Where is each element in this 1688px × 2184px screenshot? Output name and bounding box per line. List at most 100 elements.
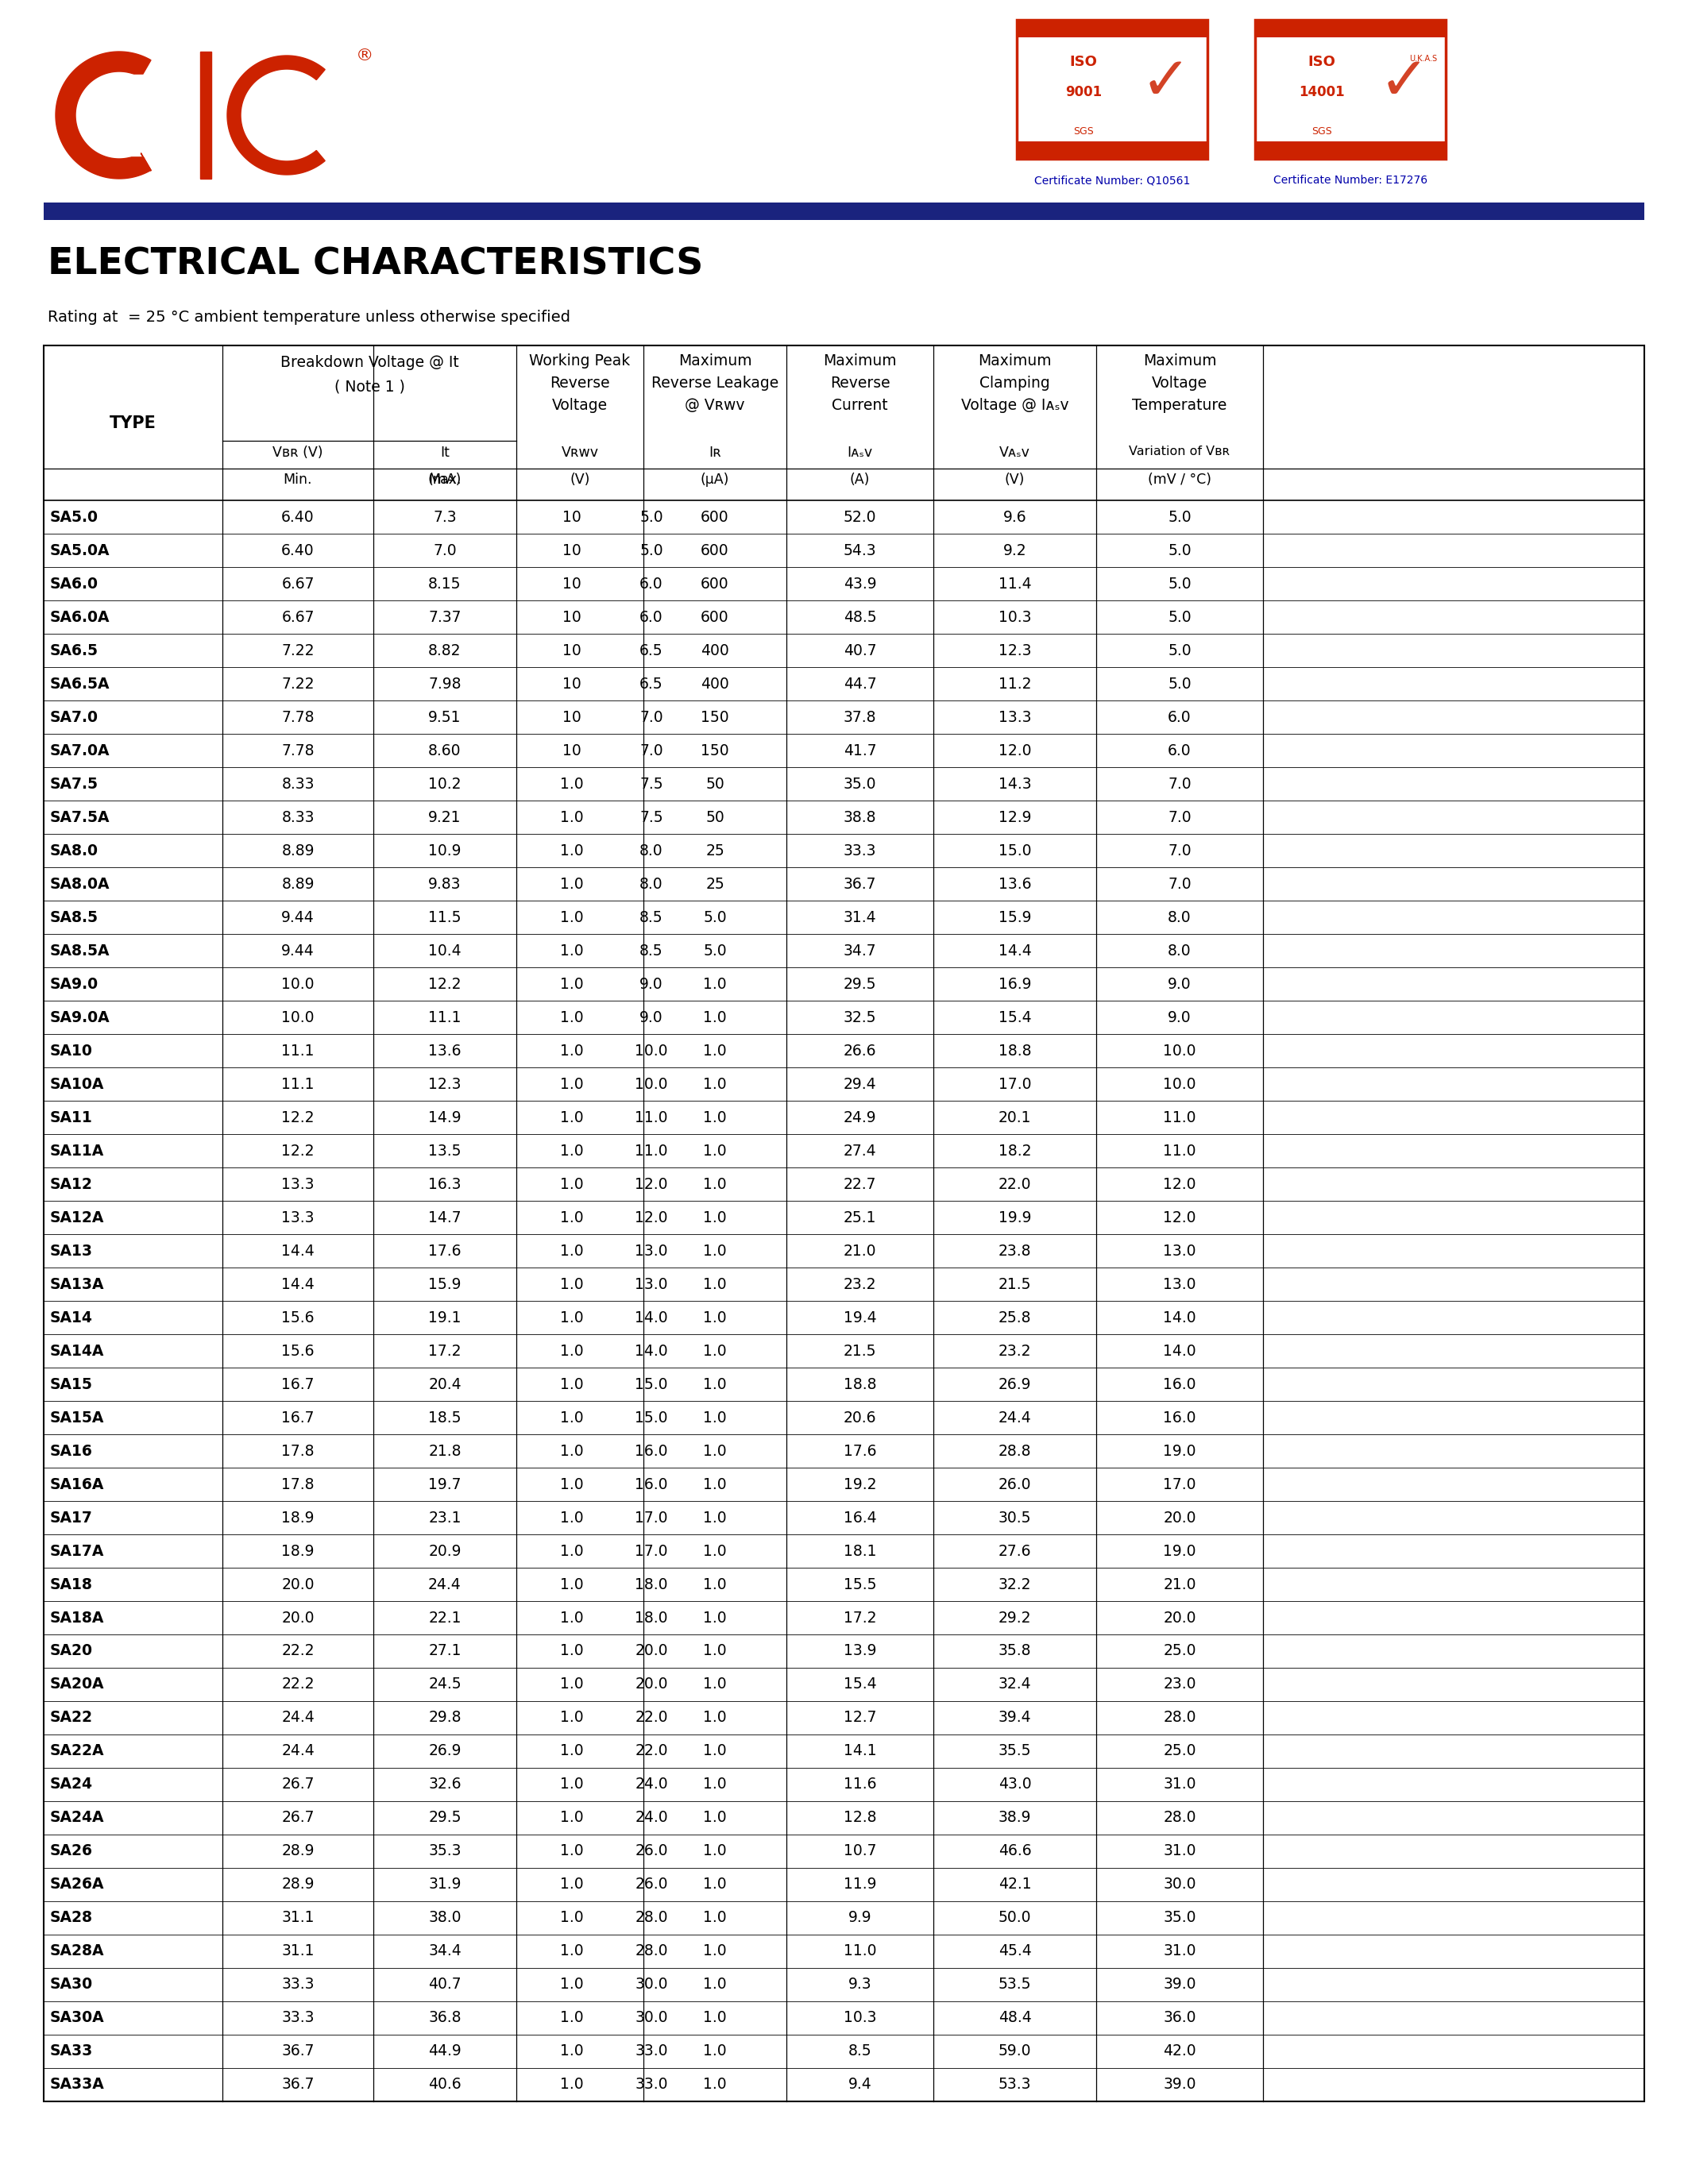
Text: 12.0: 12.0 (635, 1177, 668, 1192)
Text: 33.0: 33.0 (635, 2044, 668, 2060)
Text: 32.4: 32.4 (998, 1677, 1031, 1693)
Text: 9.0: 9.0 (640, 1009, 663, 1024)
Text: 40.7: 40.7 (429, 1977, 461, 1992)
Text: 10.0: 10.0 (1163, 1044, 1197, 1059)
Text: 10: 10 (562, 544, 581, 557)
Text: 8.0: 8.0 (1168, 943, 1192, 959)
Text: 40.7: 40.7 (844, 642, 876, 657)
Text: 13.0: 13.0 (1163, 1278, 1197, 1291)
Text: Variation of Vʙʀ: Variation of Vʙʀ (1129, 446, 1231, 456)
Text: 25.1: 25.1 (844, 1210, 876, 1225)
Text: 25: 25 (706, 843, 724, 858)
Text: 1.0: 1.0 (560, 1876, 584, 1891)
Text: 7.22: 7.22 (282, 642, 314, 657)
Text: 5.0: 5.0 (1168, 509, 1192, 524)
Text: 1.0: 1.0 (560, 2044, 584, 2060)
Text: 1.0: 1.0 (704, 1911, 726, 1926)
Text: 10: 10 (562, 609, 581, 625)
Text: 43.0: 43.0 (998, 1778, 1031, 1793)
Text: 26.9: 26.9 (998, 1376, 1031, 1391)
Text: 1.0: 1.0 (560, 843, 584, 858)
Text: 6.5: 6.5 (640, 642, 663, 657)
Text: 1.0: 1.0 (704, 1509, 726, 1524)
Text: 12.9: 12.9 (998, 810, 1031, 826)
Text: 28.8: 28.8 (998, 1444, 1031, 1459)
Text: 7.22: 7.22 (282, 677, 314, 692)
Text: 9.0: 9.0 (640, 976, 663, 992)
Text: 20.0: 20.0 (1163, 1509, 1197, 1524)
Text: 23.8: 23.8 (998, 1243, 1031, 1258)
Text: 13.9: 13.9 (844, 1645, 876, 1658)
Text: 12.2: 12.2 (429, 976, 461, 992)
Text: 1.0: 1.0 (560, 1210, 584, 1225)
Text: SA12A: SA12A (51, 1210, 105, 1225)
Text: 10.3: 10.3 (998, 609, 1031, 625)
Text: 53.5: 53.5 (998, 1977, 1031, 1992)
Text: 10: 10 (562, 642, 581, 657)
Text: 11.0: 11.0 (1163, 1109, 1197, 1125)
Text: 1.0: 1.0 (560, 1109, 584, 1125)
Text: SA22A: SA22A (51, 1743, 105, 1758)
Text: 1.0: 1.0 (560, 1411, 584, 1426)
Text: 19.0: 19.0 (1163, 1544, 1197, 1559)
Text: SA14: SA14 (51, 1310, 93, 1326)
Text: 10: 10 (562, 509, 581, 524)
Text: 1.0: 1.0 (704, 1944, 726, 1959)
Text: Maximum: Maximum (679, 354, 751, 369)
Text: 1.0: 1.0 (560, 1743, 584, 1758)
Text: 31.0: 31.0 (1163, 1843, 1197, 1859)
Text: SA10A: SA10A (51, 1077, 105, 1092)
Text: SA17A: SA17A (51, 1544, 105, 1559)
Text: 24.0: 24.0 (635, 1778, 668, 1793)
Text: SA20: SA20 (51, 1645, 93, 1658)
Text: 1.0: 1.0 (560, 1243, 584, 1258)
Text: 38.0: 38.0 (429, 1911, 461, 1926)
Text: 16.9: 16.9 (998, 976, 1031, 992)
Text: 10.0: 10.0 (282, 976, 314, 992)
Text: It: It (441, 446, 449, 461)
Text: 32.6: 32.6 (429, 1778, 461, 1793)
Text: 9.9: 9.9 (847, 1911, 871, 1926)
Text: 10: 10 (562, 710, 581, 725)
Text: 14.7: 14.7 (429, 1210, 461, 1225)
Text: 1.0: 1.0 (560, 810, 584, 826)
Text: 31.0: 31.0 (1163, 1778, 1197, 1793)
Text: 26.0: 26.0 (998, 1476, 1031, 1492)
Text: 19.4: 19.4 (844, 1310, 876, 1326)
Text: SA7.0: SA7.0 (51, 710, 98, 725)
Text: 9.0: 9.0 (1168, 976, 1192, 992)
Text: 32.5: 32.5 (844, 1009, 876, 1024)
Text: 50.0: 50.0 (998, 1911, 1031, 1926)
Text: 16.0: 16.0 (1163, 1376, 1197, 1391)
Text: 46.6: 46.6 (998, 1843, 1031, 1859)
Text: 9.0: 9.0 (1168, 1009, 1192, 1024)
Text: 24.5: 24.5 (429, 1677, 461, 1693)
Text: SA15: SA15 (51, 1376, 93, 1391)
Text: 14.4: 14.4 (282, 1278, 314, 1291)
Text: 6.0: 6.0 (1168, 710, 1192, 725)
Text: 48.5: 48.5 (844, 609, 876, 625)
Text: 600: 600 (701, 509, 729, 524)
Text: 7.0: 7.0 (1168, 876, 1192, 891)
Text: 31.1: 31.1 (282, 1911, 314, 1926)
Text: 22.2: 22.2 (282, 1645, 314, 1658)
Text: 16.3: 16.3 (429, 1177, 461, 1192)
Text: 11.6: 11.6 (844, 1778, 876, 1793)
Text: 16.0: 16.0 (635, 1444, 668, 1459)
Text: Maximum: Maximum (977, 354, 1052, 369)
Text: 11.0: 11.0 (635, 1142, 668, 1158)
Text: SA7.5A: SA7.5A (51, 810, 110, 826)
Text: SA28A: SA28A (51, 1944, 105, 1959)
Text: 1.0: 1.0 (560, 775, 584, 791)
Text: 35.8: 35.8 (998, 1645, 1031, 1658)
Text: 29.4: 29.4 (844, 1077, 876, 1092)
Text: Maximum: Maximum (824, 354, 896, 369)
Text: 26.7: 26.7 (282, 1811, 314, 1826)
Text: Voltage: Voltage (552, 397, 608, 413)
Text: 35.0: 35.0 (844, 775, 876, 791)
Text: 22.0: 22.0 (998, 1177, 1031, 1192)
Text: 12.0: 12.0 (998, 743, 1031, 758)
Text: 59.0: 59.0 (998, 2044, 1031, 2060)
Text: 1.0: 1.0 (704, 1544, 726, 1559)
Text: 1.0: 1.0 (704, 1109, 726, 1125)
